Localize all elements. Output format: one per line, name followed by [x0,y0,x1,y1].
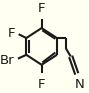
Text: F: F [38,2,45,15]
Text: N: N [75,78,85,91]
Text: Br: Br [0,54,15,67]
Text: F: F [38,78,45,91]
Text: F: F [8,27,16,40]
